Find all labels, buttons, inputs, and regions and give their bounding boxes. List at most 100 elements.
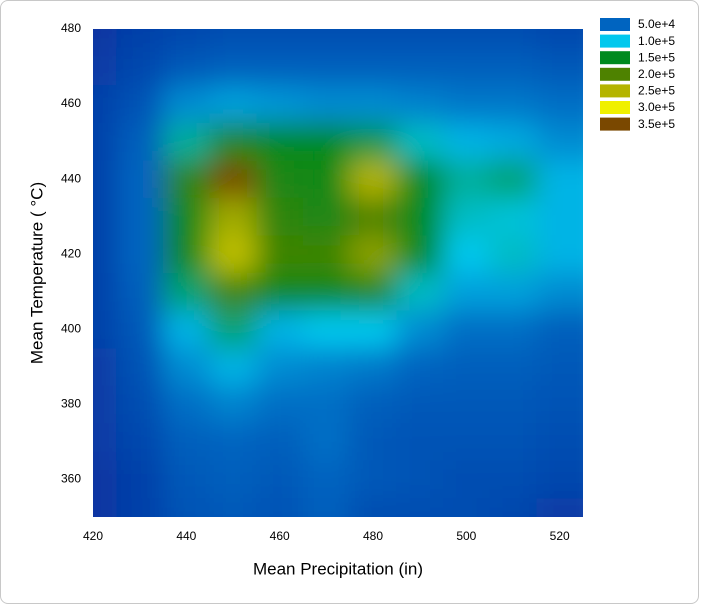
contour-cell [93,348,117,387]
contour-cell [93,47,117,86]
contour-cell [396,385,444,424]
contour-cell [303,423,351,462]
contour-cell [209,273,257,312]
x-tick-label: 520 [550,529,570,543]
legend-swatch [600,18,630,31]
legend-swatch [600,101,630,114]
contour-cell [489,197,537,236]
contour-cell [303,310,351,349]
contour-cell [303,160,351,199]
contour-cell [256,498,304,517]
y-axis-label: Mean Temperature ( °C) [27,182,46,364]
plot-area [93,29,583,517]
contour-cell [209,385,257,424]
contour-cell [209,460,257,499]
legend-label: 3.5e+5 [638,117,675,131]
contour-cell [536,29,583,49]
contour-cell [256,235,304,274]
contour-cell [536,385,583,424]
contour-cell [163,273,211,312]
contour-cell [93,498,117,517]
contour-cell [303,498,351,517]
contour-cell [93,160,117,199]
contour-cell [489,460,537,499]
contour-cell [303,273,351,312]
contour-cell [536,160,583,199]
contour-cell [163,348,211,387]
contour-cell [116,498,164,517]
contour-cell [443,197,491,236]
x-tick-label: 500 [456,529,476,543]
x-tick-label: 460 [270,529,290,543]
y-tick-label: 480 [61,21,81,35]
contour-cell [116,197,164,236]
contour-cell [489,85,537,124]
y-tick-label: 420 [61,246,81,260]
contour-cell [536,310,583,349]
legend: 5.0e+4 1.0e+5 1.5e+5 2.0e+5 2.5e+5 3.0e+5 3.5e… [600,17,675,131]
contour-cell [116,122,164,161]
contour-cell [209,29,257,49]
contour-cell [443,348,491,387]
legend-label: 1.0e+5 [638,34,675,48]
contour-cell [349,273,397,312]
contour-cell [256,385,304,424]
contour-cell [443,498,491,517]
contour-cell [93,423,117,462]
contour-cell [349,197,397,236]
contour-cell [209,348,257,387]
contour-cell [93,460,117,499]
contour-cell [489,385,537,424]
legend-label: 5.0e+4 [638,17,675,31]
legend-label: 2.0e+5 [638,67,675,81]
contour-cell [256,197,304,236]
y-tick-label: 360 [61,472,81,486]
contour-cell [93,273,117,312]
contour-cell [489,273,537,312]
contour-cell [349,498,397,517]
contour-cell [163,47,211,86]
x-axis-label: Mean Precipitation (in) [253,559,423,578]
contour-cell [443,122,491,161]
contour-cell [209,47,257,86]
contour-cell [536,423,583,462]
contour-cell [209,85,257,124]
contour-cell [303,47,351,86]
contour-cell [489,160,537,199]
y-tick-label: 460 [61,96,81,110]
contour-cell [396,273,444,312]
contour-cell [93,197,117,236]
contour-cell [536,498,583,517]
contour-cell [116,423,164,462]
contour-cell [443,160,491,199]
legend-swatch [600,84,630,98]
contour-cell [536,85,583,124]
contour-cell [93,235,117,274]
contour-cell [536,47,583,86]
contour-cell [396,460,444,499]
contour-cell [349,47,397,86]
contour-cell [163,423,211,462]
contour-cell [443,235,491,274]
contour-cell [303,460,351,499]
contour-cell [536,235,583,274]
x-tick-label: 420 [83,529,103,543]
contour-cell [396,47,444,86]
contour-cell [349,348,397,387]
contour-cell [443,310,491,349]
contour-cell [349,385,397,424]
contour-cell [256,29,304,49]
contour-cell [443,273,491,312]
contour-cell [489,423,537,462]
contour-cell [396,160,444,199]
contour-cell [93,310,117,349]
contour-cell [116,348,164,387]
y-tick-label: 400 [61,321,81,335]
legend-swatch [600,34,630,48]
contour-cell [349,122,397,161]
contour-cell [163,385,211,424]
contour-cell [443,423,491,462]
contour-cell [256,85,304,124]
contour-cell [489,29,537,49]
contour-cell [163,498,211,517]
